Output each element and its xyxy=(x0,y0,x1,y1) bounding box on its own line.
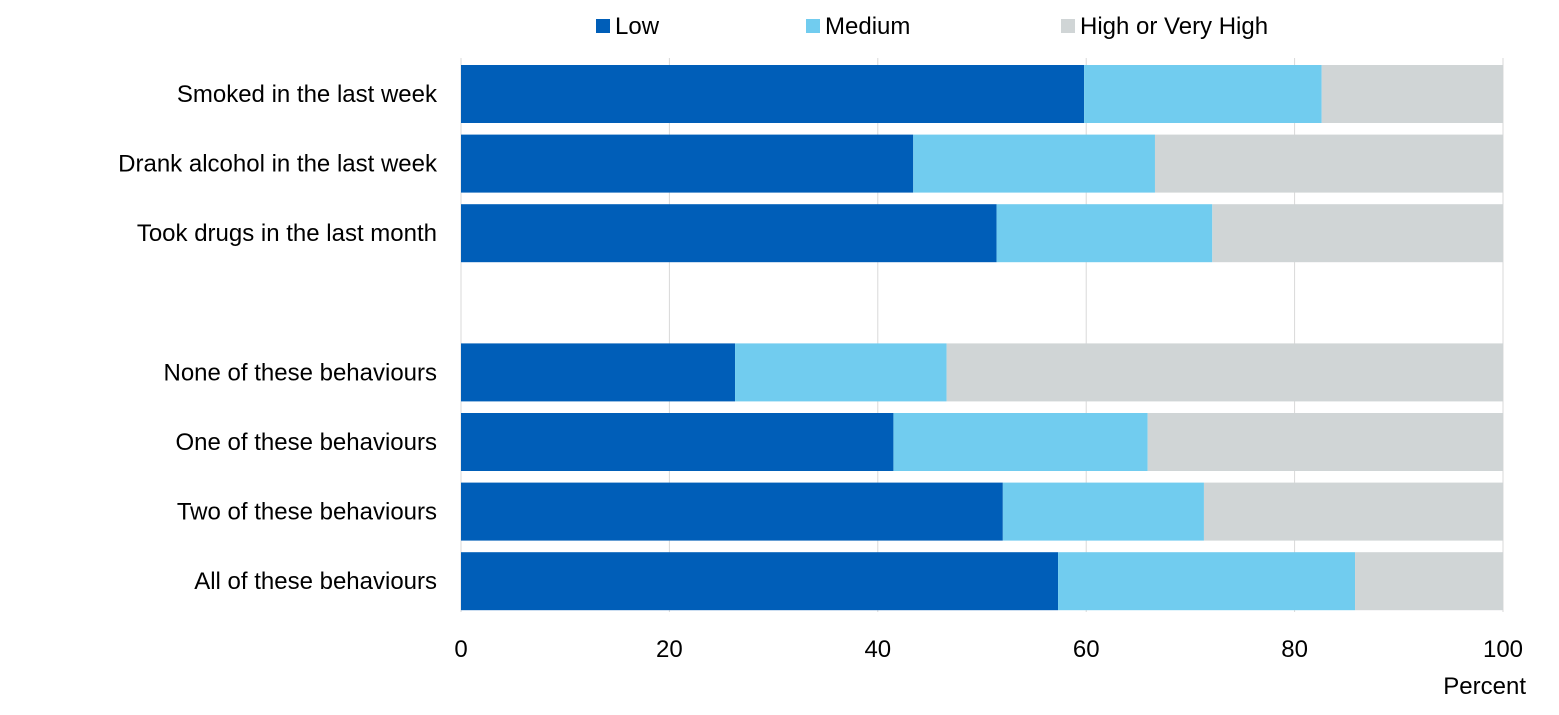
x-tick-label: 100 xyxy=(1483,636,1523,663)
bar-high-or-very-high-0 xyxy=(1321,65,1503,123)
category-label: All of these behaviours xyxy=(194,568,437,595)
bar-medium-5 xyxy=(893,413,1148,471)
category-label: None of these behaviours xyxy=(163,359,437,386)
bar-low-0 xyxy=(461,65,1085,123)
x-tick-label: 60 xyxy=(1073,636,1100,663)
bar-low-6 xyxy=(461,482,1003,541)
bar-high-or-very-high-1 xyxy=(1154,134,1503,193)
legend-swatch xyxy=(596,19,610,33)
x-tick-label: 40 xyxy=(864,636,891,663)
category-label: Smoked in the last week xyxy=(177,81,438,108)
category-label: Two of these behaviours xyxy=(177,499,437,526)
bar-low-7 xyxy=(461,552,1059,611)
category-label: Drank alcohol in the last week xyxy=(118,151,438,178)
x-tick-label: 0 xyxy=(454,636,467,663)
bars xyxy=(461,65,1503,611)
bar-high-or-very-high-2 xyxy=(1212,204,1503,263)
legend: Low Medium High or Very High xyxy=(596,13,1268,40)
bar-medium-2 xyxy=(996,204,1213,263)
bar-medium-1 xyxy=(913,134,1155,193)
bar-high-or-very-high-5 xyxy=(1147,413,1503,471)
category-labels: Smoked in the last week Drank alcohol in … xyxy=(118,81,438,595)
bar-high-or-very-high-7 xyxy=(1355,552,1503,611)
bar-high-or-very-high-4 xyxy=(946,343,1503,402)
x-tick-label: 80 xyxy=(1281,636,1308,663)
bar-high-or-very-high-6 xyxy=(1203,482,1503,541)
legend-label: Medium xyxy=(825,13,910,40)
legend-item-medium: Medium xyxy=(806,13,910,40)
bar-medium-4 xyxy=(735,343,947,402)
legend-item-high-or-very-high: High or Very High xyxy=(1061,13,1268,40)
x-axis-label: Percent xyxy=(1443,673,1526,700)
category-label: Took drugs in the last month xyxy=(137,220,437,247)
bar-medium-7 xyxy=(1058,552,1356,611)
bar-low-1 xyxy=(461,134,914,193)
bar-low-5 xyxy=(461,413,894,471)
bar-medium-0 xyxy=(1084,65,1322,123)
legend-label: Low xyxy=(615,13,660,40)
bar-medium-6 xyxy=(1002,482,1204,541)
category-label: One of these behaviours xyxy=(175,429,437,456)
legend-label: High or Very High xyxy=(1080,13,1268,40)
x-tick-labels: 0 20 40 60 80 100 xyxy=(454,636,1523,663)
bar-low-2 xyxy=(461,204,997,263)
x-tick-label: 20 xyxy=(656,636,683,663)
legend-swatch xyxy=(806,19,820,33)
bar-low-4 xyxy=(461,343,736,402)
legend-item-low: Low xyxy=(596,13,660,40)
legend-swatch xyxy=(1061,19,1075,33)
